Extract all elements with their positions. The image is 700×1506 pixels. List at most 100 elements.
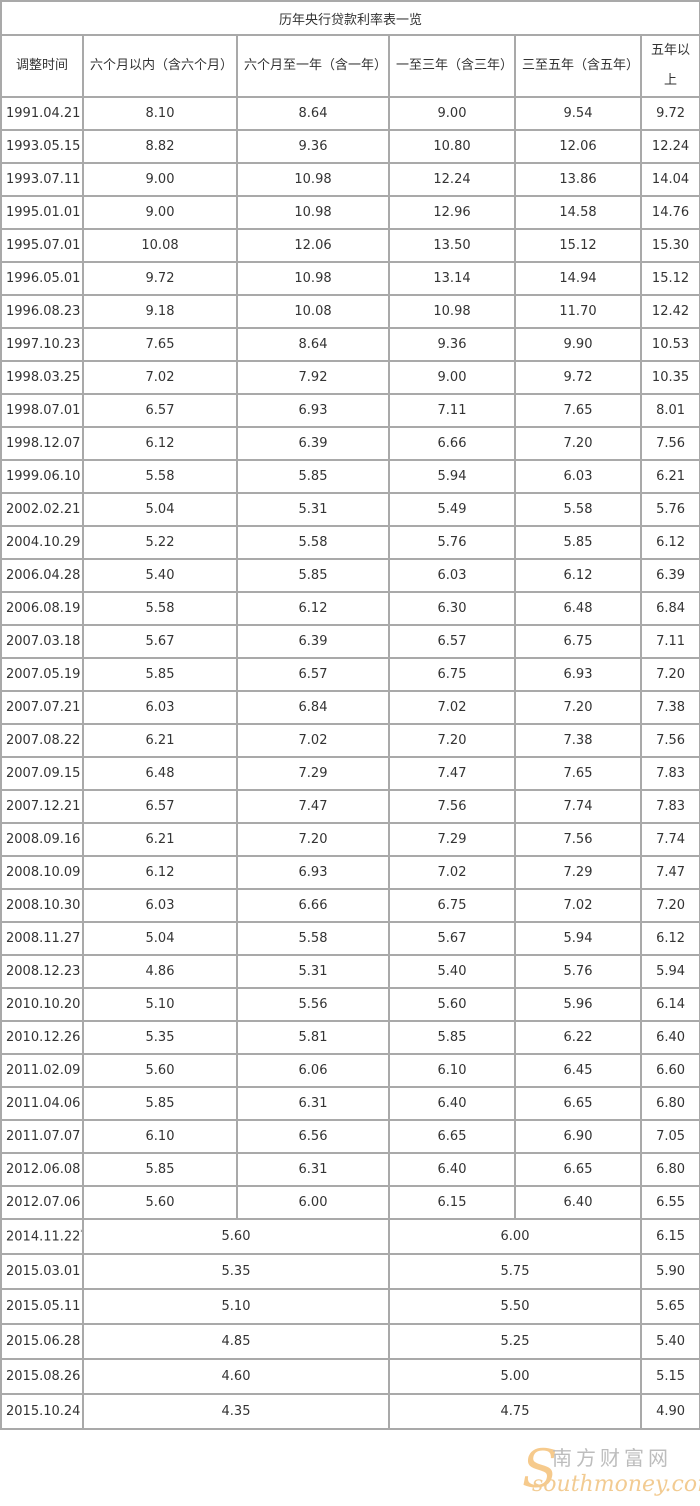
cell-3y-5y: 13.86 [514, 162, 642, 197]
cell-6m: 9.72 [82, 261, 238, 296]
cell-6m-1y: 5.58 [236, 921, 390, 956]
cell-3y-5y: 6.22 [514, 1020, 642, 1055]
cell-1y-3y: 6.75 [388, 888, 516, 923]
cell-1y-3y: 6.10 [388, 1053, 516, 1088]
table-row: 1991.04.21 8.10 8.64 9.00 9.54 9.72 [0, 96, 700, 131]
cell-3y-5y: 6.12 [514, 558, 642, 593]
table-row: 2015.06.28 4.85 5.25 5.40 [0, 1323, 700, 1360]
cell-over-5y-value: 5.65 [656, 1299, 686, 1314]
cell-date: 1993.05.15 [0, 129, 84, 164]
table-row: 1993.05.15 8.82 9.36 10.80 12.06 12.24 [0, 129, 700, 164]
table-row: 2006.04.28 5.40 5.85 6.03 6.12 6.39 [0, 558, 700, 593]
cell-over-5y: 6.12 [639, 921, 700, 956]
cell-6m-1y: 6.00 [236, 1185, 390, 1220]
cell-over-5y: 12.42 [639, 294, 700, 329]
cell-date: 2008.12.23 [0, 954, 84, 989]
cell-3y-5y: 9.90 [514, 327, 642, 362]
table-row: 2007.08.22 6.21 7.02 7.20 7.38 7.56 [0, 723, 700, 758]
table-row: 1998.03.25 7.02 7.92 9.00 9.72 10.35 [0, 360, 700, 395]
header-6m-1y: 六个月至一年（含一年） [236, 34, 390, 98]
cell-date: 2010.10.20 [0, 987, 84, 1022]
cell-3y-5y: 6.65 [514, 1152, 642, 1187]
cell-over-5y: 7.56 [639, 426, 700, 461]
cell-1y-3y: 12.96 [388, 195, 516, 230]
cell-6m: 5.04 [82, 921, 238, 956]
cell-6m-1y: 10.98 [236, 162, 390, 197]
table-row: 2008.10.09 6.12 6.93 7.02 7.29 7.47 [0, 855, 700, 890]
cell-6m: 5.22 [82, 525, 238, 560]
cell-6m: 6.48 [82, 756, 238, 791]
cell-1y-3y: 6.40 [388, 1152, 516, 1187]
cell-over-5y-value: 5.40 [656, 1334, 686, 1349]
cell-6m: 6.21 [82, 723, 238, 758]
cell-1y-5y: 5.25 [388, 1323, 642, 1360]
cell-1y-5y-value: 6.00 [500, 1229, 530, 1244]
cell-1y-3y: 6.65 [388, 1119, 516, 1154]
cell-within-1y-value: 4.85 [221, 1334, 251, 1349]
cell-3y-5y: 6.40 [514, 1185, 642, 1220]
cell-over-5y: 5.90 [639, 1253, 700, 1290]
cell-1y-5y: 6.00 [388, 1218, 642, 1255]
cell-date: 2010.12.26 [0, 1020, 84, 1055]
cell-1y-3y: 5.60 [388, 987, 516, 1022]
cell-over-5y: 5.65 [639, 1288, 700, 1325]
cell-over-5y: 6.12 [639, 525, 700, 560]
cell-date: 2012.06.08 [0, 1152, 84, 1187]
cell-1y-3y: 12.24 [388, 162, 516, 197]
cell-date: 2011.04.06 [0, 1086, 84, 1121]
cell-1y-3y: 9.00 [388, 360, 516, 395]
table-row: 2008.11.27 5.04 5.58 5.67 5.94 6.12 [0, 921, 700, 956]
cell-6m: 5.58 [82, 459, 238, 494]
cell-6m: 6.03 [82, 690, 238, 725]
cell-over-5y: 7.74 [639, 822, 700, 857]
cell-over-5y: 6.21 [639, 459, 700, 494]
table-row: 2004.10.29 5.22 5.58 5.76 5.85 6.12 [0, 525, 700, 560]
cell-6m: 5.85 [82, 657, 238, 692]
cell-date: 2008.10.30 [0, 888, 84, 923]
cell-3y-5y: 6.48 [514, 591, 642, 626]
cell-over-5y: 6.15 [639, 1218, 700, 1255]
cell-6m-1y: 6.57 [236, 657, 390, 692]
cell-over-5y: 10.53 [639, 327, 700, 362]
table-row: 2007.03.18 5.67 6.39 6.57 6.75 7.11 [0, 624, 700, 659]
table-row: 1997.10.23 7.65 8.64 9.36 9.90 10.53 [0, 327, 700, 362]
cell-6m: 9.00 [82, 195, 238, 230]
cell-3y-5y: 6.93 [514, 657, 642, 692]
cell-6m-1y: 5.31 [236, 492, 390, 527]
table-row: 2007.05.19 5.85 6.57 6.75 6.93 7.20 [0, 657, 700, 692]
cell-6m-1y: 10.98 [236, 261, 390, 296]
cell-date: 1993.07.11 [0, 162, 84, 197]
cell-over-5y: 6.14 [639, 987, 700, 1022]
cell-over-5y: 12.24 [639, 129, 700, 164]
cell-6m: 5.85 [82, 1152, 238, 1187]
cell-within-1y: 4.85 [82, 1323, 390, 1360]
table-row: 2011.04.06 5.85 6.31 6.40 6.65 6.80 [0, 1086, 700, 1121]
table-row: 2008.12.23 4.86 5.31 5.40 5.76 5.94 [0, 954, 700, 989]
cell-1y-3y: 5.94 [388, 459, 516, 494]
cell-1y-3y: 6.15 [388, 1185, 516, 1220]
cell-date: 1995.07.01 [0, 228, 84, 263]
table-row: 2012.06.08 5.85 6.31 6.40 6.65 6.80 [0, 1152, 700, 1187]
header-3y-5y: 三至五年（含五年） [514, 34, 642, 98]
cell-within-1y: 4.35 [82, 1393, 390, 1430]
southmoney-watermark-logo: S 南方财富网 southmoney.com [522, 1440, 700, 1500]
cell-date: 2015.03.01 [0, 1253, 84, 1290]
cell-1y-3y: 7.02 [388, 855, 516, 890]
cell-1y-5y: 5.75 [388, 1253, 642, 1290]
cell-over-5y: 6.39 [639, 558, 700, 593]
cell-over-5y: 6.60 [639, 1053, 700, 1088]
cell-within-1y-value: 5.10 [221, 1299, 251, 1314]
cell-6m-1y: 6.84 [236, 690, 390, 725]
cell-1y-3y: 5.76 [388, 525, 516, 560]
table-row: 1995.07.01 10.08 12.06 13.50 15.12 15.30 [0, 228, 700, 263]
cell-date: 2011.02.09 [0, 1053, 84, 1088]
cell-3y-5y: 11.70 [514, 294, 642, 329]
cell-3y-5y: 6.03 [514, 459, 642, 494]
cell-3y-5y: 14.58 [514, 195, 642, 230]
cell-6m: 5.58 [82, 591, 238, 626]
cell-6m-1y: 6.39 [236, 624, 390, 659]
cell-3y-5y: 5.94 [514, 921, 642, 956]
cell-date: 2007.12.21 [0, 789, 84, 824]
cell-over-5y-value: 5.15 [656, 1369, 686, 1384]
cell-over-5y-value: 5.90 [656, 1264, 686, 1279]
